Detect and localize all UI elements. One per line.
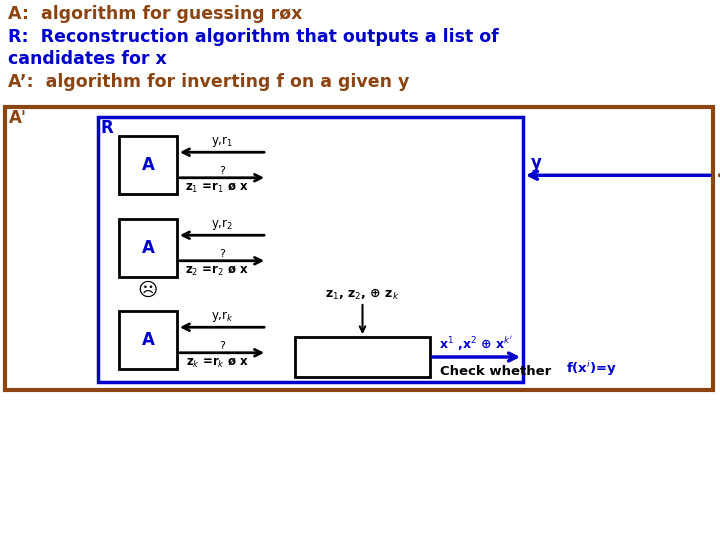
Bar	[119, 219, 177, 277]
Bar	[98, 117, 523, 382]
Bar	[119, 136, 177, 194]
Text: A’:  algorithm for inverting f on a given y: A’: algorithm for inverting f on a given…	[8, 73, 410, 91]
Text: R:  Reconstruction algorithm that outputs a list of: R: Reconstruction algorithm that outputs…	[8, 28, 499, 46]
Text: A': A'	[9, 109, 27, 127]
Text: ?: ?	[219, 249, 225, 259]
Text: candidates for x: candidates for x	[8, 50, 167, 68]
Text: f(x$^i$)=y: f(x$^i$)=y	[566, 359, 617, 378]
Text: z$_1$ =r$_1$ ø x: z$_1$ =r$_1$ ø x	[185, 181, 249, 195]
Text: y,r$_1$: y,r$_1$	[211, 134, 233, 149]
Text: z$_1$, z$_2$, ⊕ z$_k$: z$_1$, z$_2$, ⊕ z$_k$	[325, 287, 400, 302]
Bar	[5, 107, 713, 390]
Text: z$_k$ =r$_k$ ø x: z$_k$ =r$_k$ ø x	[186, 356, 248, 370]
Text: A: A	[142, 331, 154, 349]
Text: R: R	[101, 119, 114, 137]
Bar	[119, 311, 177, 369]
Text: ☹: ☹	[138, 280, 158, 300]
Text: y: y	[531, 154, 542, 172]
Bar	[295, 337, 430, 377]
Text: ?: ?	[219, 341, 225, 351]
Text: ?: ?	[219, 166, 225, 176]
Text: Check whether: Check whether	[440, 365, 556, 378]
Text: z$_2$ =r$_2$ ø x: z$_2$ =r$_2$ ø x	[185, 264, 249, 278]
Text: x$^1$ ,x$^2$ ⊕ x$^{k'}$: x$^1$ ,x$^2$ ⊕ x$^{k'}$	[439, 335, 513, 353]
Text: A: A	[142, 156, 154, 174]
Text: A: A	[142, 239, 154, 257]
Text: y,r$_2$: y,r$_2$	[211, 217, 233, 232]
Text: y,r$_k$: y,r$_k$	[211, 309, 233, 324]
Text: A:  algorithm for guessing røx: A: algorithm for guessing røx	[8, 5, 302, 23]
